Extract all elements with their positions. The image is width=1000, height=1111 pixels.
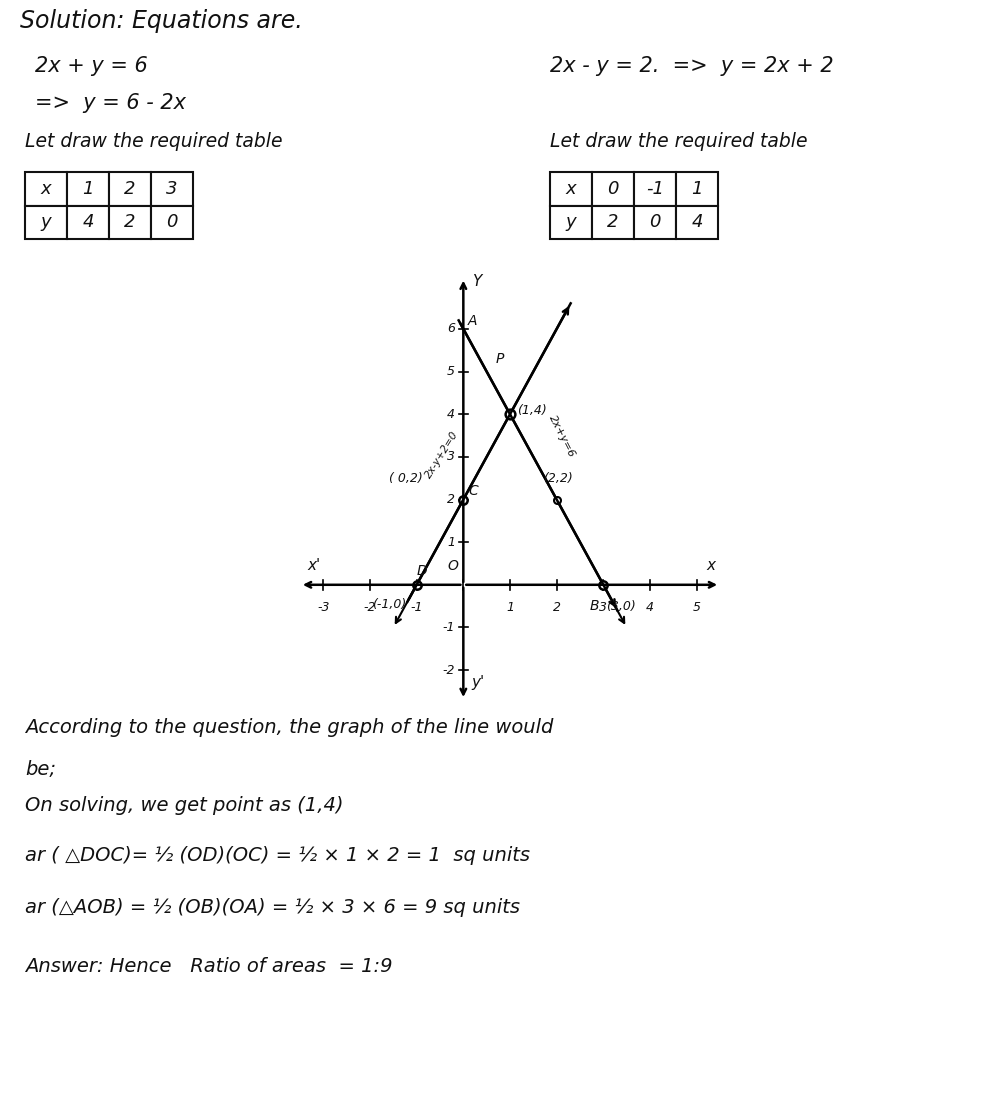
Text: Let draw the required table: Let draw the required table	[550, 131, 808, 151]
Text: 1: 1	[82, 180, 94, 198]
Text: be;: be;	[25, 760, 56, 780]
Bar	[550, 206, 592, 239]
Bar	[151, 172, 193, 206]
Text: 2: 2	[607, 213, 619, 231]
Text: y: y	[566, 213, 576, 231]
Bar	[109, 206, 151, 239]
Text: x: x	[41, 180, 51, 198]
Text: D: D	[417, 564, 427, 579]
Text: 2x - y = 2.  =>  y = 2x + 2: 2x - y = 2. => y = 2x + 2	[550, 57, 834, 77]
Text: B: B	[589, 599, 599, 613]
Text: y': y'	[472, 675, 485, 690]
Bar	[592, 206, 634, 239]
Bar	[151, 206, 193, 239]
Text: 0: 0	[607, 180, 619, 198]
Bar	[634, 172, 676, 206]
Text: 0: 0	[166, 213, 178, 231]
Bar	[109, 172, 151, 206]
Text: -3: -3	[317, 601, 330, 614]
Text: 3: 3	[447, 450, 455, 463]
Text: 4: 4	[646, 601, 654, 614]
Text: -1: -1	[410, 601, 423, 614]
Text: 3: 3	[599, 601, 607, 614]
Text: -1: -1	[442, 621, 455, 634]
Text: -2: -2	[364, 601, 376, 614]
Text: 2: 2	[124, 180, 136, 198]
Bar	[25, 172, 67, 206]
Text: 1: 1	[691, 180, 703, 198]
Text: O: O	[448, 559, 459, 573]
Text: 2x+y=6: 2x+y=6	[547, 413, 577, 459]
Bar	[592, 172, 634, 206]
Text: 2x-y+2=0: 2x-y+2=0	[424, 430, 460, 480]
Text: 5: 5	[447, 366, 455, 378]
Text: x: x	[706, 558, 715, 573]
Bar	[634, 206, 676, 239]
Text: On solving, we get point as (1,4): On solving, we get point as (1,4)	[25, 795, 344, 815]
Text: (2,2): (2,2)	[543, 472, 572, 486]
Text: (-1,0): (-1,0)	[372, 598, 407, 611]
Text: (1,4): (1,4)	[517, 404, 547, 418]
Text: 5: 5	[693, 601, 701, 614]
Text: 4: 4	[691, 213, 703, 231]
Bar	[67, 172, 109, 206]
Text: 6: 6	[447, 322, 455, 336]
Text: Solution: Equations are.: Solution: Equations are.	[20, 9, 303, 33]
Text: ( 0,2): ( 0,2)	[389, 472, 422, 486]
Text: 2: 2	[124, 213, 136, 231]
Text: Let draw the required table: Let draw the required table	[25, 131, 283, 151]
Text: x: x	[566, 180, 576, 198]
Bar	[67, 206, 109, 239]
Text: A: A	[468, 313, 478, 328]
Text: (3,0): (3,0)	[606, 600, 635, 613]
Text: 1: 1	[447, 536, 455, 549]
Text: x': x'	[307, 558, 321, 573]
Text: 1: 1	[506, 601, 514, 614]
Text: ar ( △DOC)= ½ (OD)(OC) = ½ × 1 × 2 = 1  sq units: ar ( △DOC)= ½ (OD)(OC) = ½ × 1 × 2 = 1 s…	[25, 845, 530, 865]
Text: 4: 4	[447, 408, 455, 421]
Text: 2: 2	[553, 601, 561, 614]
Text: =>  y = 6 - 2x: => y = 6 - 2x	[35, 93, 186, 113]
Text: P: P	[496, 352, 504, 366]
Bar	[676, 172, 718, 206]
Text: 3: 3	[166, 180, 178, 198]
Text: ar (△AOB) = ½ (OB)(OA) = ½ × 3 × 6 = 9 sq units: ar (△AOB) = ½ (OB)(OA) = ½ × 3 × 6 = 9 s…	[25, 898, 520, 918]
Text: -2: -2	[442, 663, 455, 677]
Text: Answer: Hence   Ratio of areas  = 1:9: Answer: Hence Ratio of areas = 1:9	[25, 957, 392, 977]
Text: 2x + y = 6: 2x + y = 6	[35, 57, 148, 77]
Text: -1: -1	[646, 180, 664, 198]
Text: 0: 0	[649, 213, 661, 231]
Text: According to the question, the graph of the line would: According to the question, the graph of …	[25, 718, 553, 738]
Bar	[676, 206, 718, 239]
Bar	[550, 172, 592, 206]
Text: 4: 4	[82, 213, 94, 231]
Bar	[25, 206, 67, 239]
Text: Y: Y	[472, 274, 481, 289]
Text: y: y	[41, 213, 51, 231]
Text: C: C	[468, 484, 478, 498]
Text: 2: 2	[447, 493, 455, 506]
